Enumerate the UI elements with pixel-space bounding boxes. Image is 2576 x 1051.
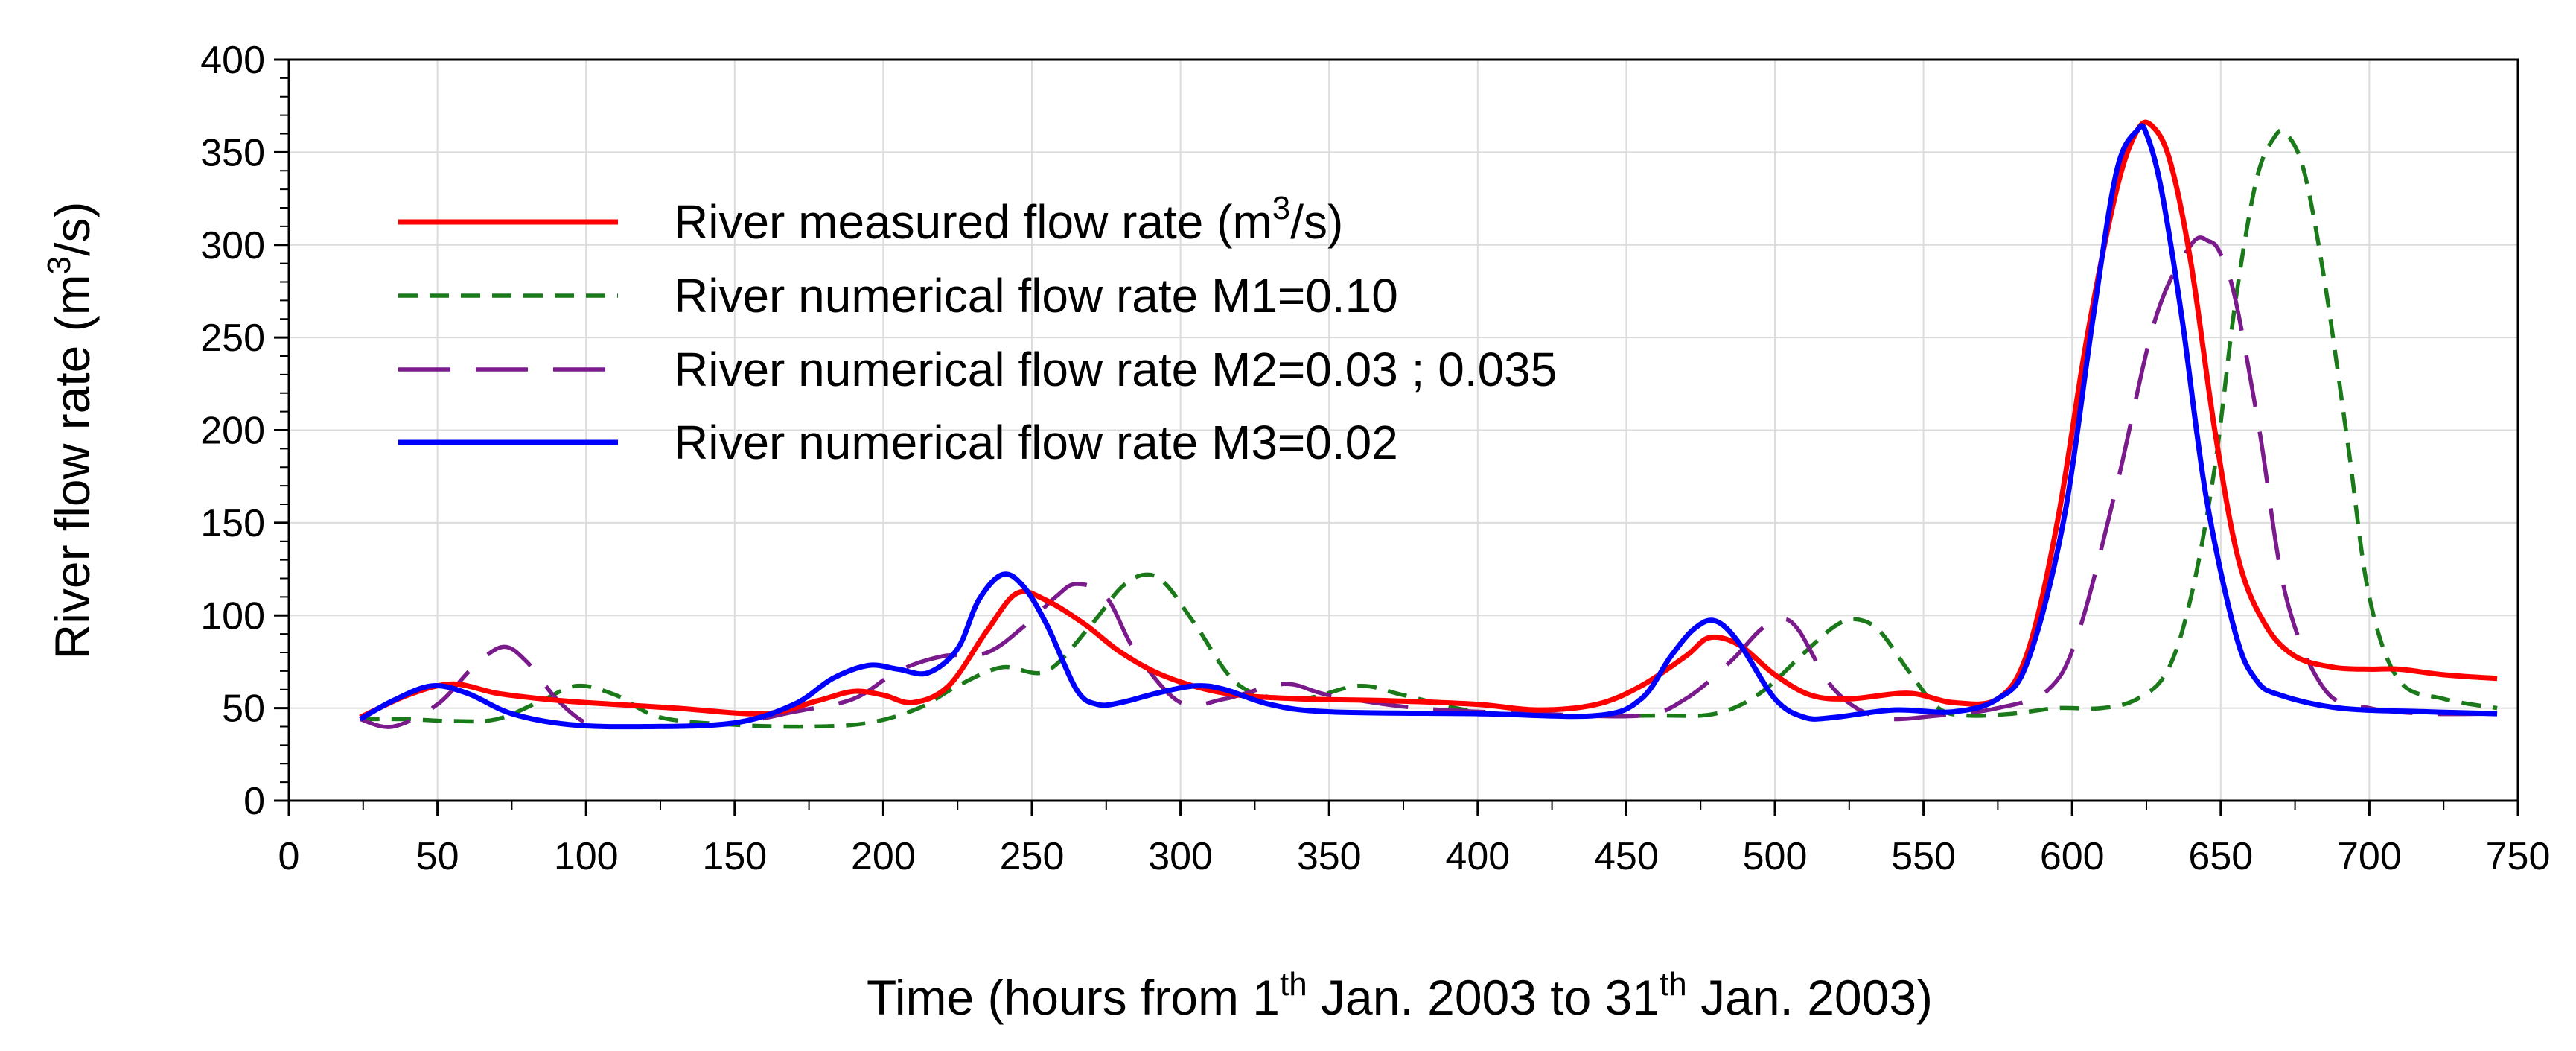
series-line-measured	[359, 119, 2498, 720]
y-tick-label: 200	[200, 410, 265, 453]
x-tick-label: 450	[1594, 835, 1659, 878]
x-tick-label: 100	[554, 835, 619, 878]
x-tick-label: 200	[851, 835, 916, 878]
legend-label-sup: 3	[1272, 190, 1290, 226]
x-axis-title-sup-2: th	[1660, 966, 1687, 1003]
legend-label-m1: River numerical flow rate M1=0.10	[674, 269, 1398, 323]
series-line-m1	[360, 128, 2498, 729]
series-line-m3	[359, 123, 2498, 730]
x-tick-label: 600	[2040, 835, 2105, 878]
y-tick-label: 300	[200, 224, 265, 267]
x-tick-label: 400	[1445, 835, 1510, 878]
legend: River measured flow rate (m3/s) River num…	[398, 190, 1557, 469]
y-axis-title-sup: 3	[41, 256, 77, 274]
x-tick-label: 350	[1297, 835, 1362, 878]
series-layer	[359, 119, 2498, 730]
x-tick-label: 250	[1000, 835, 1065, 878]
y-tick-label: 150	[200, 502, 265, 545]
x-tick-label: 500	[1743, 835, 1808, 878]
y-tick-label: 100	[200, 594, 265, 638]
x-tick-label: 650	[2188, 835, 2253, 878]
y-tick-label: 400	[200, 39, 265, 82]
x-tick-label: 700	[2337, 835, 2402, 878]
x-tick-label: 50	[416, 835, 459, 878]
legend-label-m2: River numerical flow rate M2=0.03 ; 0.03…	[674, 343, 1557, 396]
y-tick-label: 250	[200, 317, 265, 360]
x-tick-label: 550	[1891, 835, 1956, 878]
y-axis-title: River flow rate (m3/s)	[41, 202, 100, 660]
ticks: 0 50 100 150 200 250 300 350 400 450 500 550 600 650 7…	[200, 39, 2550, 878]
legend-label-m3: River numerical flow rate M3=0.02	[674, 416, 1398, 469]
x-tick-label: 150	[702, 835, 767, 878]
y-tick-label: 50	[222, 688, 265, 731]
y-tick-label: 350	[200, 131, 265, 174]
x-axis-title-sup-1: th	[1280, 966, 1307, 1003]
y-tick-label: 0	[243, 780, 265, 823]
x-tick-label: 750	[2486, 835, 2551, 878]
x-axis-title: Time (hours from 1th Jan. 2003 to 31th J…	[867, 966, 1933, 1025]
legend-label-measured: River measured flow rate (m3/s)	[674, 190, 1343, 249]
x-tick-label: 300	[1148, 835, 1213, 878]
x-tick-label: 0	[278, 835, 300, 878]
